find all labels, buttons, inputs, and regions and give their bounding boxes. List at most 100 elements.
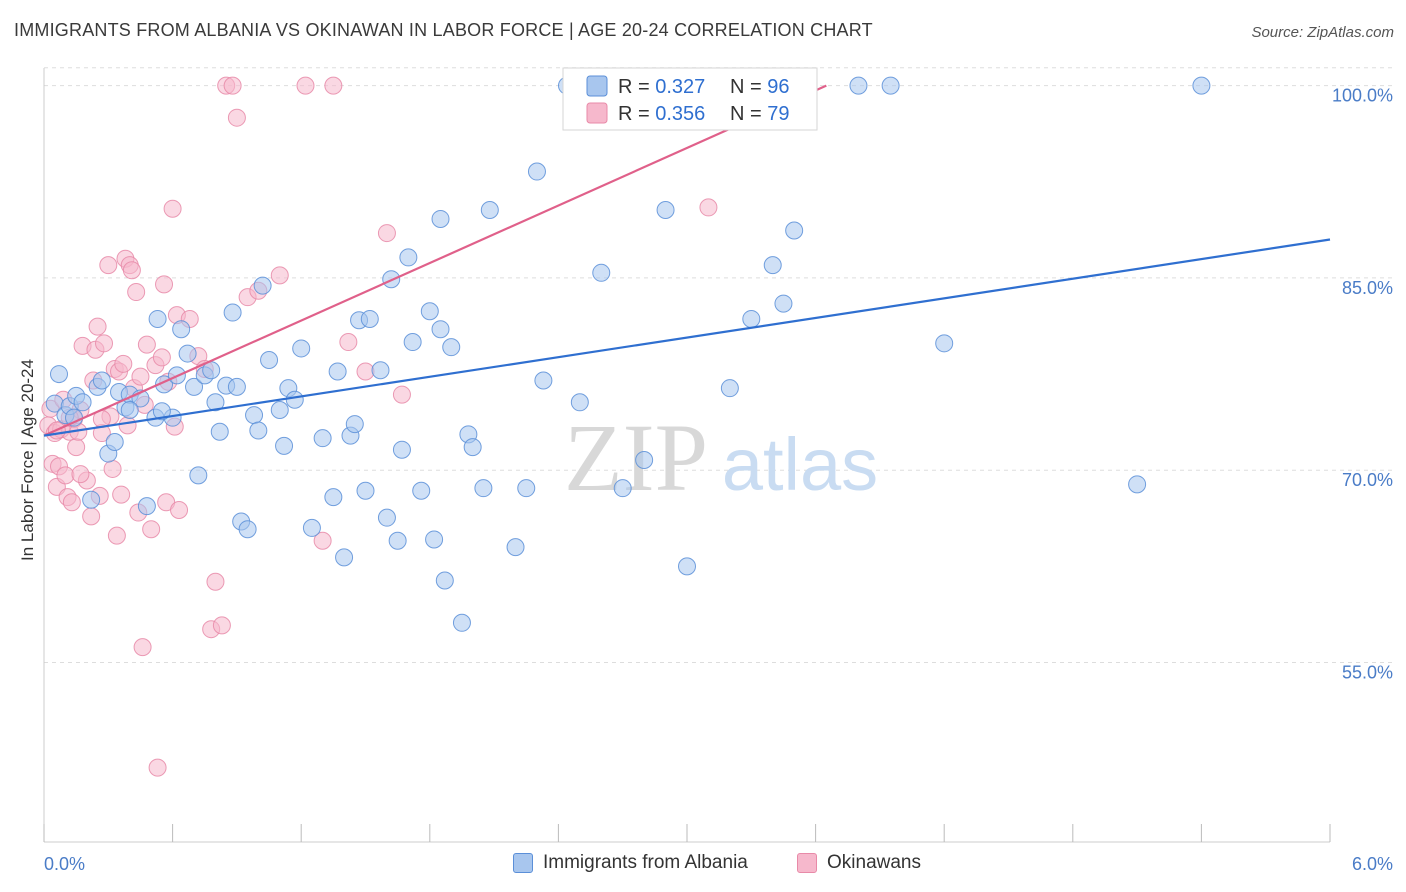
legend-label-albania: Immigrants from Albania [543, 852, 748, 873]
albania-point [270, 400, 289, 419]
albania-point [420, 302, 439, 321]
albania-point [345, 415, 364, 434]
source-label: Source: ZipAtlas.com [1251, 24, 1394, 41]
okinawans-point [71, 465, 90, 484]
okinawans-point [392, 385, 411, 404]
okinawans-point [127, 283, 146, 302]
okinawans-point [131, 367, 150, 386]
albania-point [399, 248, 418, 267]
legend-item-albania: Immigrants from Albania [513, 852, 748, 874]
albania-point [849, 76, 868, 95]
okinawans-point [142, 520, 161, 539]
albania-point [377, 508, 396, 527]
albania-point [227, 377, 246, 396]
albania-point [506, 538, 525, 557]
legend-r-label-1: R = [618, 76, 655, 98]
chart-title: IMMIGRANTS FROM ALBANIA VS OKINAWAN IN L… [14, 20, 873, 40]
okinawans-point [223, 76, 242, 95]
bottom-legend: Immigrants from Albania Okinawans [0, 852, 1406, 878]
albania-point [1128, 475, 1147, 494]
albania-point [425, 530, 444, 549]
y-tick-label: 55.0% [1342, 663, 1393, 683]
okinawans-point [103, 459, 122, 478]
legend-swatch-okinawans [586, 102, 608, 124]
albania-point [178, 344, 197, 363]
okinawans-point [152, 348, 171, 367]
albania-point [570, 393, 589, 412]
albania-point [774, 294, 793, 313]
series-albania [45, 76, 1211, 632]
okinawans-point [148, 758, 167, 777]
okinawans-trend-line [43, 84, 827, 437]
x-tick-label: 0.0% [44, 854, 85, 874]
okinawans-point [296, 76, 315, 95]
y-tick-label: 70.0% [1342, 470, 1393, 490]
albania-point [328, 362, 347, 381]
albania-point [313, 429, 332, 448]
albania-point [678, 557, 696, 576]
albania-point [371, 361, 390, 380]
albania-point [302, 518, 321, 537]
albania-point [452, 613, 471, 632]
albania-point [635, 450, 654, 469]
okinawans-point [56, 466, 75, 485]
albania-point [172, 320, 191, 339]
albania-trend-line [43, 238, 1331, 437]
albania-point [613, 479, 632, 498]
legend-n-label-1: N = [730, 76, 767, 98]
okinawans-point [212, 616, 231, 635]
legend-label-okinawans: Okinawans [827, 852, 921, 873]
albania-point [189, 466, 208, 485]
albania-point [463, 438, 482, 457]
albania-point [292, 339, 311, 358]
albania-point [92, 371, 111, 390]
albania-point [517, 479, 536, 498]
okinawans-point [95, 334, 114, 353]
legend-r-value-1: 0.327 [655, 76, 705, 98]
albania-point [65, 408, 84, 427]
okinawans-point [82, 507, 101, 526]
albania-point [206, 393, 225, 412]
legend-n-value-2: 79 [767, 103, 789, 125]
x-tick-labels: 0.0% 6.0% [44, 854, 1393, 874]
okinawans-point [114, 354, 133, 373]
albania-point [105, 433, 124, 452]
okinawans-point [313, 531, 332, 550]
albania-point [592, 263, 611, 282]
y-tick-label: 85.0% [1342, 278, 1393, 298]
okinawans-point [122, 261, 141, 280]
albania-point [431, 209, 450, 228]
albania-point [534, 371, 553, 390]
watermark-atlas: atlas [722, 423, 878, 506]
okinawans-point [339, 333, 358, 352]
okinawans-point [356, 362, 375, 381]
x-tick-label: 6.0% [1352, 854, 1393, 874]
albania-point [260, 350, 279, 369]
albania-point [285, 390, 304, 409]
albania-point [435, 571, 454, 590]
legend-item-okinawans: Okinawans [797, 852, 921, 874]
y-tick-labels: 55.0% 70.0% 85.0% 100.0% [1332, 86, 1393, 683]
albania-point [82, 490, 101, 509]
albania-point [120, 400, 139, 419]
albania-point [403, 333, 422, 352]
albania-point [474, 479, 493, 498]
okinawans-point [227, 108, 246, 127]
albania-point [763, 256, 782, 275]
albania-point [1192, 76, 1211, 95]
albania-point [881, 76, 900, 95]
albania-point [50, 365, 69, 384]
legend-swatch-okinawans-bottom [797, 853, 817, 873]
okinawans-point [377, 224, 396, 243]
legend-r-label-2: R = [618, 103, 655, 125]
okinawans-point [270, 266, 289, 285]
albania-point [442, 338, 461, 357]
albania-point [335, 548, 354, 567]
albania-point [185, 377, 204, 396]
albania-point [356, 481, 375, 500]
okinawans-point [170, 500, 189, 519]
albania-point [253, 276, 272, 295]
albania-point [245, 406, 264, 425]
y-axis-label: In Labor Force | Age 20-24 [18, 359, 37, 561]
